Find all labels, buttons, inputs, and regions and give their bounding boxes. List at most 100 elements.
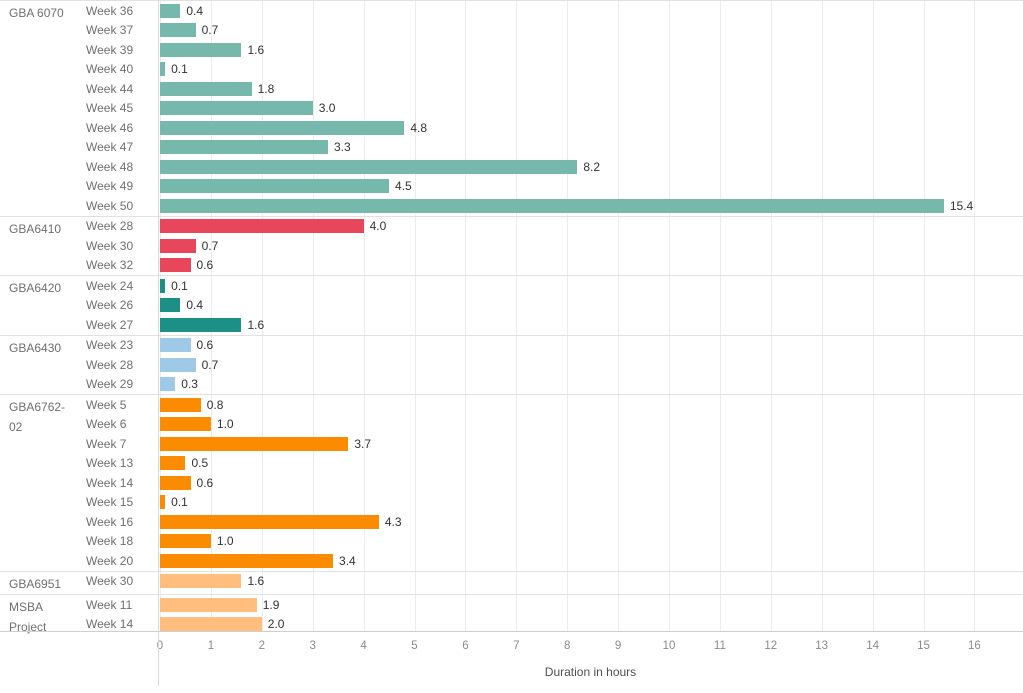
week-label: Week 47: [86, 140, 134, 155]
duration-bar[interactable]: [160, 456, 186, 471]
bar-row: Week 28 4.0: [86, 217, 1023, 237]
bar-row: Week 27 1.6: [86, 315, 1023, 335]
value-label: 1.6: [247, 42, 265, 57]
duration-bar[interactable]: [160, 514, 379, 529]
duration-bar[interactable]: [160, 42, 242, 57]
value-label: 2.0: [267, 617, 285, 632]
week-label: Week 24: [86, 278, 134, 293]
bar-track: 0.4: [158, 296, 1023, 316]
week-label: Week 23: [86, 338, 134, 353]
duration-bar[interactable]: [160, 436, 349, 451]
course-label: GBA6951: [9, 576, 62, 591]
bar-track: 3.3: [158, 138, 1023, 158]
value-label: 0.6: [196, 338, 214, 353]
bar-row: Week 50 15.4: [86, 196, 1023, 216]
course-group: GBA6420 Week 24 0.1 Week 26 0.4 Week 27 1.6: [0, 275, 1023, 335]
week-label: Week 30: [86, 238, 134, 253]
bar-row: Week 23 0.6: [86, 336, 1023, 356]
week-label: Week 13: [86, 456, 134, 471]
duration-bar[interactable]: [160, 219, 364, 234]
duration-bar[interactable]: [160, 317, 242, 332]
bar-track: 8.2: [158, 157, 1023, 177]
duration-bar[interactable]: [160, 258, 191, 273]
bar-row: Week 32 0.6: [86, 256, 1023, 276]
bar-row: Week 48 8.2: [86, 157, 1023, 177]
duration-bar[interactable]: [160, 62, 166, 77]
week-label: Week 39: [86, 42, 134, 57]
value-label: 1.6: [247, 317, 265, 332]
duration-bar[interactable]: [160, 198, 944, 213]
duration-bar[interactable]: [160, 179, 390, 194]
week-label: Week 45: [86, 101, 134, 116]
course-label: GBA6420: [9, 281, 62, 295]
duration-bar[interactable]: [160, 159, 578, 174]
x-tick-label: 14: [866, 640, 879, 652]
bar-track: 1.0: [158, 415, 1023, 435]
week-label: Week 28: [86, 219, 134, 234]
bar-track: 0.7: [158, 355, 1023, 375]
value-label: 1.9: [262, 597, 280, 612]
duration-bar[interactable]: [160, 23, 196, 38]
bar-row: Week 20 3.4: [86, 551, 1023, 571]
bar-track: 0.3: [158, 375, 1023, 395]
bar-row: Week 45 3.0: [86, 99, 1023, 119]
bar-row: Week 37 0.7: [86, 21, 1023, 41]
week-label: Week 32: [86, 258, 134, 273]
value-label: 0.6: [196, 475, 214, 490]
duration-bar[interactable]: [160, 140, 328, 155]
duration-bar[interactable]: [160, 101, 313, 116]
x-tick-label: 9: [614, 640, 622, 652]
week-label: Week 44: [86, 81, 134, 96]
week-label: Week 18: [86, 534, 134, 549]
value-label: 1.8: [257, 81, 275, 96]
value-label: 3.3: [333, 140, 351, 155]
duration-bar[interactable]: [160, 3, 181, 18]
duration-bar[interactable]: [160, 553, 334, 568]
duration-bar[interactable]: [160, 81, 252, 96]
duration-bar[interactable]: [160, 338, 191, 353]
bar-row: Week 14 0.6: [86, 473, 1023, 493]
bar-row: Week 18 1.0: [86, 532, 1023, 552]
duration-bar[interactable]: [160, 597, 257, 612]
bar-row: Week 30 1.6: [86, 572, 1023, 592]
bar-row: Week 46 4.8: [86, 118, 1023, 138]
bar-track: 1.6: [158, 40, 1023, 60]
course-group: GBA6430 Week 23 0.6 Week 28 0.7 Week 29 0.3: [0, 334, 1023, 395]
week-label: Week 14: [86, 475, 134, 490]
x-tick-label: 11: [713, 640, 726, 652]
duration-bar[interactable]: [160, 278, 166, 293]
duration-bar[interactable]: [160, 238, 196, 253]
bar-row: Week 15 0.1: [86, 493, 1023, 513]
week-label: Week 16: [86, 514, 134, 529]
value-label: 4.5: [395, 179, 412, 194]
x-tick-label: 16: [967, 640, 981, 652]
duration-bar[interactable]: [160, 534, 211, 549]
bar-row: Week 47 3.3: [86, 138, 1023, 158]
value-label: 0.1: [171, 62, 188, 77]
value-label: 0.4: [186, 298, 204, 313]
duration-bar[interactable]: [160, 617, 262, 632]
value-label: 1.0: [216, 417, 234, 432]
bar-track: 15.4: [158, 196, 1023, 216]
x-tick-label: 4: [360, 640, 367, 652]
duration-bar[interactable]: [160, 298, 181, 313]
duration-bar[interactable]: [160, 120, 405, 135]
course-group: GBA6410 Week 28 4.0 Week 30 0.7 Week 32 0.6: [0, 215, 1023, 276]
duration-bar[interactable]: [160, 377, 176, 392]
value-label: 0.8: [206, 397, 224, 412]
week-label: Week 37: [86, 23, 134, 38]
week-label: Week 50: [86, 198, 134, 213]
duration-bar[interactable]: [160, 357, 196, 372]
duration-bar[interactable]: [160, 574, 242, 589]
duration-bar[interactable]: [160, 495, 166, 510]
week-label: Week 40: [86, 62, 134, 77]
duration-bar[interactable]: [160, 475, 191, 490]
value-label: 0.6: [196, 258, 214, 273]
week-label: Week 15: [86, 495, 134, 510]
duration-bar[interactable]: [160, 397, 201, 412]
bar-track: 0.1: [158, 276, 1023, 296]
bar-track: 0.8: [158, 395, 1023, 415]
bar-row: Week 44 1.8: [86, 79, 1023, 99]
duration-bar[interactable]: [160, 417, 211, 432]
x-tick-label: 5: [411, 640, 418, 652]
